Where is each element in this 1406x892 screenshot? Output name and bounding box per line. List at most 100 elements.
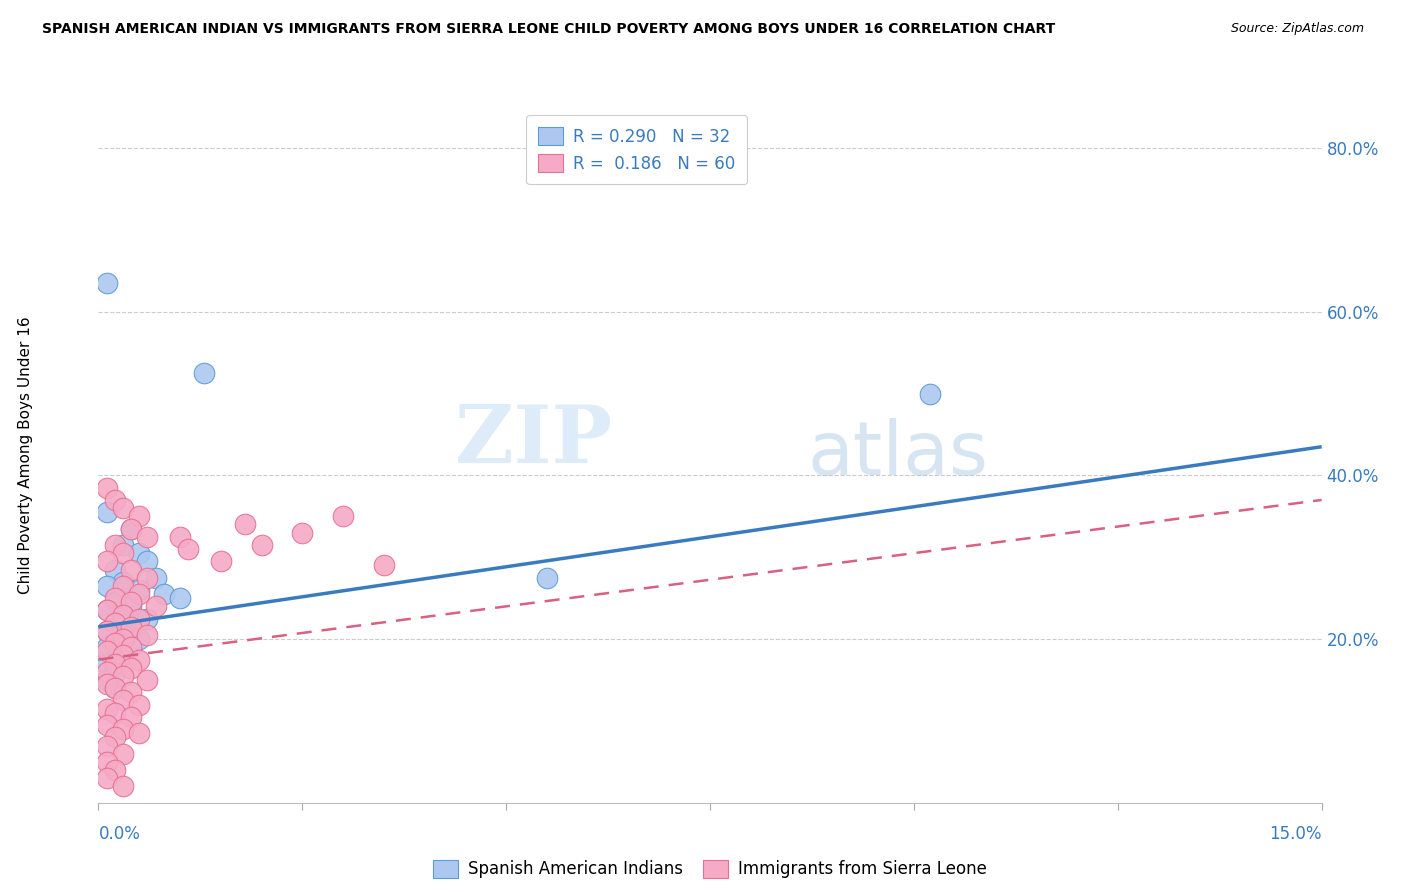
Point bbox=[920, 386, 942, 401]
Point bbox=[120, 595, 142, 609]
Point bbox=[104, 538, 127, 552]
Point bbox=[136, 673, 159, 687]
Point bbox=[128, 612, 150, 626]
Point bbox=[120, 710, 142, 724]
Point bbox=[111, 648, 134, 663]
Point bbox=[145, 571, 167, 585]
Point bbox=[104, 615, 127, 630]
Point bbox=[373, 558, 395, 573]
Point bbox=[96, 603, 118, 617]
Point bbox=[177, 542, 200, 557]
Point bbox=[111, 669, 134, 683]
Point bbox=[120, 685, 142, 699]
Point bbox=[104, 731, 127, 745]
Point bbox=[96, 624, 118, 638]
Point bbox=[120, 661, 142, 675]
Point bbox=[536, 571, 558, 585]
Point bbox=[104, 492, 127, 507]
Point bbox=[136, 612, 159, 626]
Point bbox=[209, 554, 232, 568]
Point bbox=[104, 657, 127, 671]
Point bbox=[120, 562, 142, 576]
Point bbox=[120, 620, 142, 634]
Point bbox=[96, 505, 118, 519]
Point bbox=[128, 509, 150, 524]
Point bbox=[96, 755, 118, 769]
Point bbox=[120, 620, 142, 634]
Point bbox=[104, 681, 127, 696]
Point bbox=[96, 665, 118, 679]
Point bbox=[104, 562, 127, 576]
Point bbox=[111, 607, 134, 622]
Point bbox=[111, 628, 134, 642]
Point bbox=[111, 538, 134, 552]
Point bbox=[128, 582, 150, 597]
Point bbox=[128, 652, 150, 666]
Point bbox=[128, 546, 150, 560]
Point bbox=[193, 366, 215, 380]
Point bbox=[152, 587, 174, 601]
Point bbox=[104, 615, 127, 630]
Point bbox=[104, 591, 127, 606]
Point bbox=[128, 726, 150, 740]
Point bbox=[96, 718, 118, 732]
Point bbox=[111, 579, 134, 593]
Point bbox=[120, 522, 142, 536]
Point bbox=[136, 530, 159, 544]
Point bbox=[96, 603, 118, 617]
Text: 15.0%: 15.0% bbox=[1270, 825, 1322, 843]
Point bbox=[96, 640, 118, 655]
Text: Child Poverty Among Boys Under 16: Child Poverty Among Boys Under 16 bbox=[18, 316, 32, 594]
Point bbox=[104, 595, 127, 609]
Point bbox=[169, 591, 191, 606]
Point bbox=[120, 522, 142, 536]
Point bbox=[111, 574, 134, 589]
Point bbox=[111, 693, 134, 707]
Point bbox=[128, 587, 150, 601]
Point bbox=[104, 706, 127, 720]
Point bbox=[111, 632, 134, 646]
Point bbox=[111, 722, 134, 736]
Point bbox=[96, 739, 118, 753]
Legend: Spanish American Indians, Immigrants from Sierra Leone: Spanish American Indians, Immigrants fro… bbox=[426, 853, 994, 885]
Point bbox=[111, 501, 134, 516]
Point bbox=[96, 276, 118, 290]
Point bbox=[120, 599, 142, 614]
Text: ZIP: ZIP bbox=[456, 402, 612, 480]
Point bbox=[96, 554, 118, 568]
Point bbox=[96, 624, 118, 638]
Point bbox=[111, 607, 134, 622]
Point bbox=[96, 673, 118, 687]
Text: 0.0%: 0.0% bbox=[98, 825, 141, 843]
Point bbox=[96, 771, 118, 785]
Point bbox=[291, 525, 314, 540]
Point bbox=[120, 640, 142, 655]
Point bbox=[136, 628, 159, 642]
Point bbox=[136, 571, 159, 585]
Point bbox=[145, 599, 167, 614]
Point bbox=[111, 648, 134, 663]
Point bbox=[96, 657, 118, 671]
Point bbox=[104, 665, 127, 679]
Point bbox=[96, 481, 118, 495]
Text: Source: ZipAtlas.com: Source: ZipAtlas.com bbox=[1230, 22, 1364, 36]
Point bbox=[128, 632, 150, 646]
Point bbox=[104, 636, 127, 650]
Point bbox=[332, 509, 354, 524]
Point bbox=[104, 681, 127, 696]
Point bbox=[111, 780, 134, 794]
Point bbox=[233, 517, 256, 532]
Point bbox=[250, 538, 273, 552]
Text: atlas: atlas bbox=[808, 418, 988, 491]
Point bbox=[96, 579, 118, 593]
Point bbox=[111, 546, 134, 560]
Point bbox=[111, 747, 134, 761]
Point bbox=[96, 644, 118, 658]
Point bbox=[96, 701, 118, 715]
Point bbox=[136, 554, 159, 568]
Point bbox=[169, 530, 191, 544]
Point bbox=[104, 763, 127, 777]
Point bbox=[128, 698, 150, 712]
Text: SPANISH AMERICAN INDIAN VS IMMIGRANTS FROM SIERRA LEONE CHILD POVERTY AMONG BOYS: SPANISH AMERICAN INDIAN VS IMMIGRANTS FR… bbox=[42, 22, 1056, 37]
Point bbox=[96, 677, 118, 691]
